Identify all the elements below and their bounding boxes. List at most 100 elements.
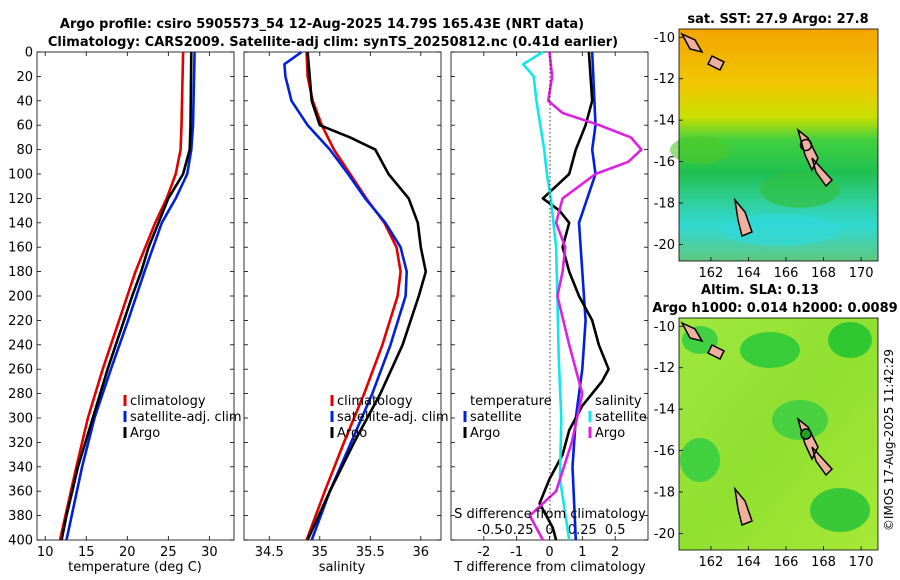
y-tick-label: 0	[25, 46, 33, 61]
x-tick-label: 20	[119, 545, 136, 560]
x-tick-label: 1	[578, 545, 586, 560]
legend-satellite-adj: satellite-adj. clim	[337, 410, 449, 425]
sla-field-patch	[810, 488, 870, 532]
profile-curves	[58, 50, 643, 541]
legend-climatology: climatology	[130, 394, 206, 409]
series-line-salinity-argo	[528, 51, 643, 541]
legend-climatology: climatology	[337, 394, 413, 409]
series-line-satellite-adj-clim	[65, 51, 196, 541]
legend-argo: Argo	[337, 426, 367, 441]
y-tick-label: 340	[8, 460, 33, 475]
difference-legend: temperature satellite Argo salinity sate…	[463, 394, 647, 441]
legend-satellite-adj: satellite-adj. clim	[130, 410, 242, 425]
sst-map-title: sat. SST: 27.9 Argo: 27.8	[687, 12, 868, 27]
series-line-argo	[60, 51, 193, 541]
map-x-tick-label: 170	[849, 266, 874, 281]
map-x-tick-label: 166	[774, 266, 799, 281]
y-tick-label: 380	[8, 509, 33, 524]
map-x-tick-label: 168	[811, 266, 836, 281]
y-tick-label: 180	[8, 265, 33, 280]
map-x-tick-label: 164	[736, 266, 761, 281]
sst-map-frame	[678, 28, 879, 262]
map-y-tick-label: -10	[654, 320, 675, 335]
map-y-tick-label: -16	[654, 444, 675, 459]
y-tick-label: 60	[16, 119, 33, 134]
y-tick-label: 220	[8, 314, 33, 329]
temperature-xlabel: temperature (deg C)	[68, 560, 202, 575]
sla-map	[678, 317, 879, 551]
sst-field-patch	[720, 214, 840, 246]
difference-xlabel: T difference from climatology	[453, 560, 646, 575]
map-y-tick-label: -14	[654, 403, 675, 418]
legend-title-temperature: temperature	[470, 394, 552, 409]
y-tick-label: 20	[16, 70, 33, 85]
y-tick-label: 200	[8, 290, 33, 305]
sst-field-patch	[670, 136, 730, 164]
s-tick-label: 0	[545, 523, 553, 538]
map-x-tick-label: 162	[699, 266, 724, 281]
x-tick-label: 35	[311, 545, 328, 560]
s-tick-label: 0.5	[605, 523, 626, 538]
x-tick-label: 0	[545, 545, 553, 560]
y-tick-label: 300	[8, 412, 33, 427]
map-y-tick-label: -12	[654, 72, 675, 87]
salinity-xlabel: salinity	[319, 560, 366, 575]
legend-s-argo: Argo	[595, 426, 625, 441]
x-tick-label: 36	[413, 545, 430, 560]
map-y-tick-label: -12	[654, 361, 675, 376]
s-tick-label: 0.25	[568, 523, 597, 538]
map-y-tick-label: -14	[654, 114, 675, 129]
x-tick-label: -2	[477, 545, 490, 560]
legend-argo: Argo	[130, 426, 160, 441]
map-x-tick-label: 170	[849, 555, 874, 570]
y-tick-label: 140	[8, 216, 33, 231]
sla-map-title1: Altim. SLA: 0.13	[701, 283, 819, 298]
sla-field-patch	[740, 332, 800, 368]
map-y-tick-label: -16	[654, 155, 675, 170]
temperature-legend: climatology satellite-adj. clim Argo	[123, 394, 242, 441]
s-tick-label: -0.25	[500, 523, 534, 538]
map-y-tick-label: -20	[654, 238, 675, 253]
x-tick-label: 25	[160, 545, 177, 560]
map-y-tick-label: -18	[654, 197, 675, 212]
imos-watermark: ©IMOS 17-Aug-2025 11:42:29	[882, 349, 896, 531]
argo-position-marker	[800, 428, 812, 440]
legend-t-argo: Argo	[470, 426, 500, 441]
map-y-tick-label: -10	[654, 31, 675, 46]
y-tick-label: 40	[16, 94, 33, 109]
legend-s-satellite: satellite	[595, 410, 647, 425]
series-line-temperature-argo	[538, 51, 610, 541]
sla-field-patch	[828, 322, 872, 358]
salinity-legend: climatology satellite-adj. clim Argo	[330, 394, 449, 441]
sla-map-frame	[678, 317, 879, 551]
map-x-tick-label: 164	[736, 555, 761, 570]
sst-field-patch	[760, 172, 840, 208]
map-y-tick-label: -20	[654, 527, 675, 542]
x-tick-label: 10	[37, 545, 54, 560]
s-tick-label: -0.5	[477, 523, 502, 538]
map-tick-labels: 162 164 166 168 170 -10 -12 -14 -16 -18 -20 162 164 1…	[654, 31, 874, 570]
y-tick-label: 320	[8, 436, 33, 451]
series-line-climatology	[305, 51, 402, 541]
legend-t-satellite: satellite	[470, 410, 522, 425]
map-x-tick-label: 168	[811, 555, 836, 570]
argo-position-marker	[799, 138, 813, 152]
y-tick-label: 80	[16, 143, 33, 158]
series-line-salinity-satellite	[521, 50, 571, 541]
map-y-tick-label: -18	[654, 486, 675, 501]
series-line-argo	[306, 51, 428, 541]
x-tick-label: 2	[611, 545, 619, 560]
y-tick-label: 120	[8, 192, 33, 207]
x-tick-label: 30	[201, 545, 218, 560]
y-tick-label: 400	[8, 534, 33, 549]
y-tick-label: 280	[8, 387, 33, 402]
series-line-satellite-adj-clim	[283, 50, 409, 541]
sst-map	[670, 28, 879, 262]
x-tick-label: 34.5	[255, 545, 284, 560]
x-tick-label: -1	[510, 545, 523, 560]
y-tick-label: 240	[8, 338, 33, 353]
y-tick-label: 360	[8, 485, 33, 500]
x-tick-label: 15	[78, 545, 95, 560]
difference-axes	[450, 51, 649, 541]
